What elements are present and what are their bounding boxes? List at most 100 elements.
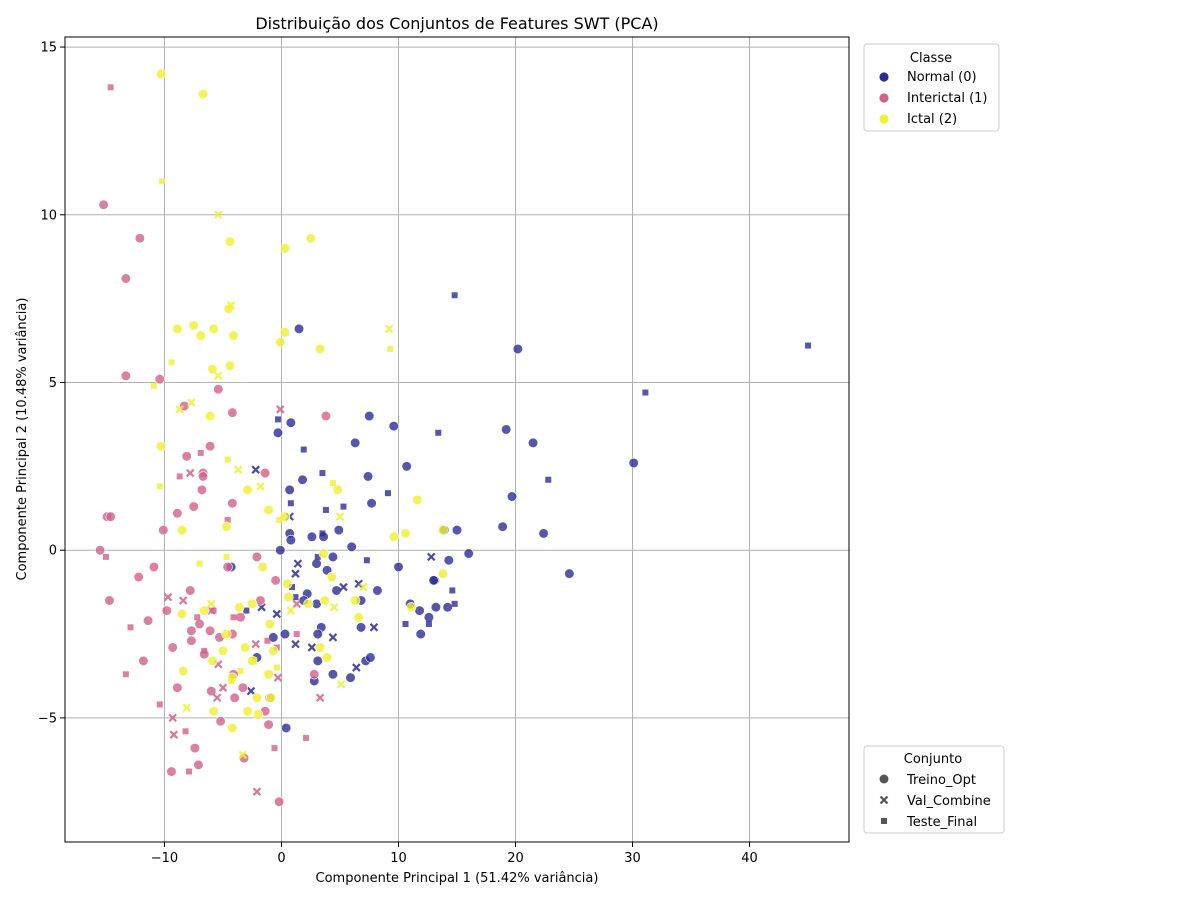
data-point-normal-square — [449, 587, 456, 594]
data-point-normal-circle — [281, 722, 292, 734]
data-point-interictal-x — [315, 693, 325, 703]
data-point-normal-square — [425, 620, 432, 627]
data-point-normal-circle — [350, 437, 361, 448]
data-point-normal-circle — [366, 498, 377, 509]
data-point-ictal-circle — [350, 595, 361, 606]
data-point-ictal-circle — [388, 531, 399, 542]
x-tick-label: 10 — [390, 851, 407, 866]
data-point-normal-circle — [372, 585, 383, 596]
data-point-ictal-x — [336, 680, 346, 689]
data-point-ictal-x — [329, 602, 339, 612]
data-point-ictal-circle — [207, 655, 218, 666]
data-point-ictal-circle — [400, 528, 411, 539]
data-point-interictal-circle — [172, 682, 183, 693]
data-point-normal-x — [426, 552, 436, 562]
data-point-ictal-circle — [252, 709, 264, 720]
data-point-interictal-square — [271, 745, 278, 752]
data-point-normal-x — [339, 582, 348, 592]
data-point-normal-x — [352, 663, 361, 672]
data-point-ictal-circle — [332, 484, 343, 495]
data-point-normal-circle — [415, 628, 426, 640]
data-point-normal-circle — [393, 561, 404, 573]
data-point-ictal-circle — [279, 511, 291, 522]
data-point-ictal-square — [168, 359, 175, 366]
data-point-ictal-circle — [257, 561, 268, 573]
data-point-ictal-x — [233, 465, 243, 474]
data-point-interictal-x — [251, 639, 261, 649]
legend-normal-marker — [878, 71, 890, 83]
data-point-ictal-circle — [251, 692, 263, 703]
data-point-interictal-circle — [189, 742, 200, 754]
data-point-interictal-circle — [263, 719, 274, 730]
data-point-normal-circle — [430, 602, 442, 613]
data-point-interictal-circle — [204, 441, 216, 452]
data-point-normal-x — [291, 569, 300, 578]
data-point-normal-square — [451, 600, 458, 607]
data-point-ictal-x — [214, 210, 223, 220]
data-point-ictal-circle — [263, 504, 274, 516]
data-point-ictal-square — [329, 480, 336, 487]
data-point-normal-square — [319, 530, 326, 537]
data-point-normal-circle — [428, 575, 439, 586]
data-point-normal-circle — [268, 632, 279, 643]
data-point-normal-circle — [279, 628, 291, 640]
data-point-normal-circle — [364, 410, 375, 422]
data-point-ictal-circle — [437, 524, 449, 536]
plot-frame — [64, 36, 850, 843]
x-axis-label: Componente Principal 1 (51.42% variância… — [316, 871, 599, 886]
data-point-interictal-circle — [154, 374, 165, 385]
data-point-normal-circle — [463, 548, 474, 559]
data-point-ictal-x — [384, 324, 394, 334]
data-point-ictal-square — [196, 560, 203, 567]
data-point-interictal-square — [230, 614, 237, 621]
data-point-interictal-square — [107, 84, 114, 91]
data-point-ictal-circle — [234, 602, 245, 613]
data-point-ictal-square — [237, 667, 244, 674]
legend-ictal-label: Ictal (2) — [907, 112, 957, 127]
data-point-interictal-circle — [274, 796, 285, 807]
data-point-ictal-circle — [326, 571, 337, 583]
data-point-interictal-circle — [235, 612, 246, 623]
data-point-interictal-circle — [142, 615, 154, 626]
data-point-interictal-square — [264, 637, 271, 644]
data-point-interictal-x — [252, 787, 262, 796]
data-point-normal-circle — [355, 622, 367, 633]
data-point-normal-x — [293, 559, 303, 568]
data-point-normal-circle — [293, 323, 305, 334]
data-point-ictal-circle — [217, 645, 229, 656]
data-point-normal-circle — [346, 541, 357, 552]
y-tick-label: 10 — [40, 208, 57, 223]
data-point-ictal-circle — [228, 330, 239, 341]
data-point-normal-square — [642, 389, 649, 396]
data-point-normal-circle — [497, 521, 508, 532]
data-point-normal-circle — [312, 628, 323, 640]
data-point-normal-circle — [284, 484, 295, 495]
data-point-interictal-square — [102, 553, 109, 560]
legend-conjunto-frame — [863, 745, 1005, 834]
data-point-normal-square — [274, 416, 281, 423]
data-point-interictal-circle — [161, 605, 172, 616]
data-point-normal-circle — [527, 437, 539, 448]
data-point-ictal-circle — [224, 236, 236, 247]
data-point-interictal-x — [169, 730, 179, 739]
data-point-interictal-circle — [270, 575, 281, 586]
y-axis-label: Componente Principal 2 (10.48% variância… — [15, 298, 30, 581]
data-point-ictal-x — [256, 482, 265, 491]
data-point-normal-square — [402, 620, 409, 627]
data-point-ictal-x — [335, 512, 345, 521]
data-point-normal-circle — [331, 585, 342, 596]
data-point-ictal-square — [387, 345, 394, 352]
data-point-ictal-square — [273, 664, 280, 671]
data-point-normal-square — [363, 557, 370, 564]
data-point-interictal-square — [210, 607, 217, 614]
legend-interictal-label: Interictal (1) — [907, 91, 988, 106]
data-point-normal-square — [322, 506, 329, 513]
data-point-interictal-x — [276, 405, 285, 414]
data-point-normal-circle — [628, 457, 639, 469]
data-point-normal-circle — [327, 669, 339, 680]
data-point-normal-circle — [327, 551, 339, 562]
data-point-ictal-circle — [242, 706, 253, 717]
data-point-interictal-square — [182, 728, 189, 735]
legend-teste-label: Teste_Final — [906, 815, 977, 830]
data-point-ictal-circle — [172, 323, 183, 334]
